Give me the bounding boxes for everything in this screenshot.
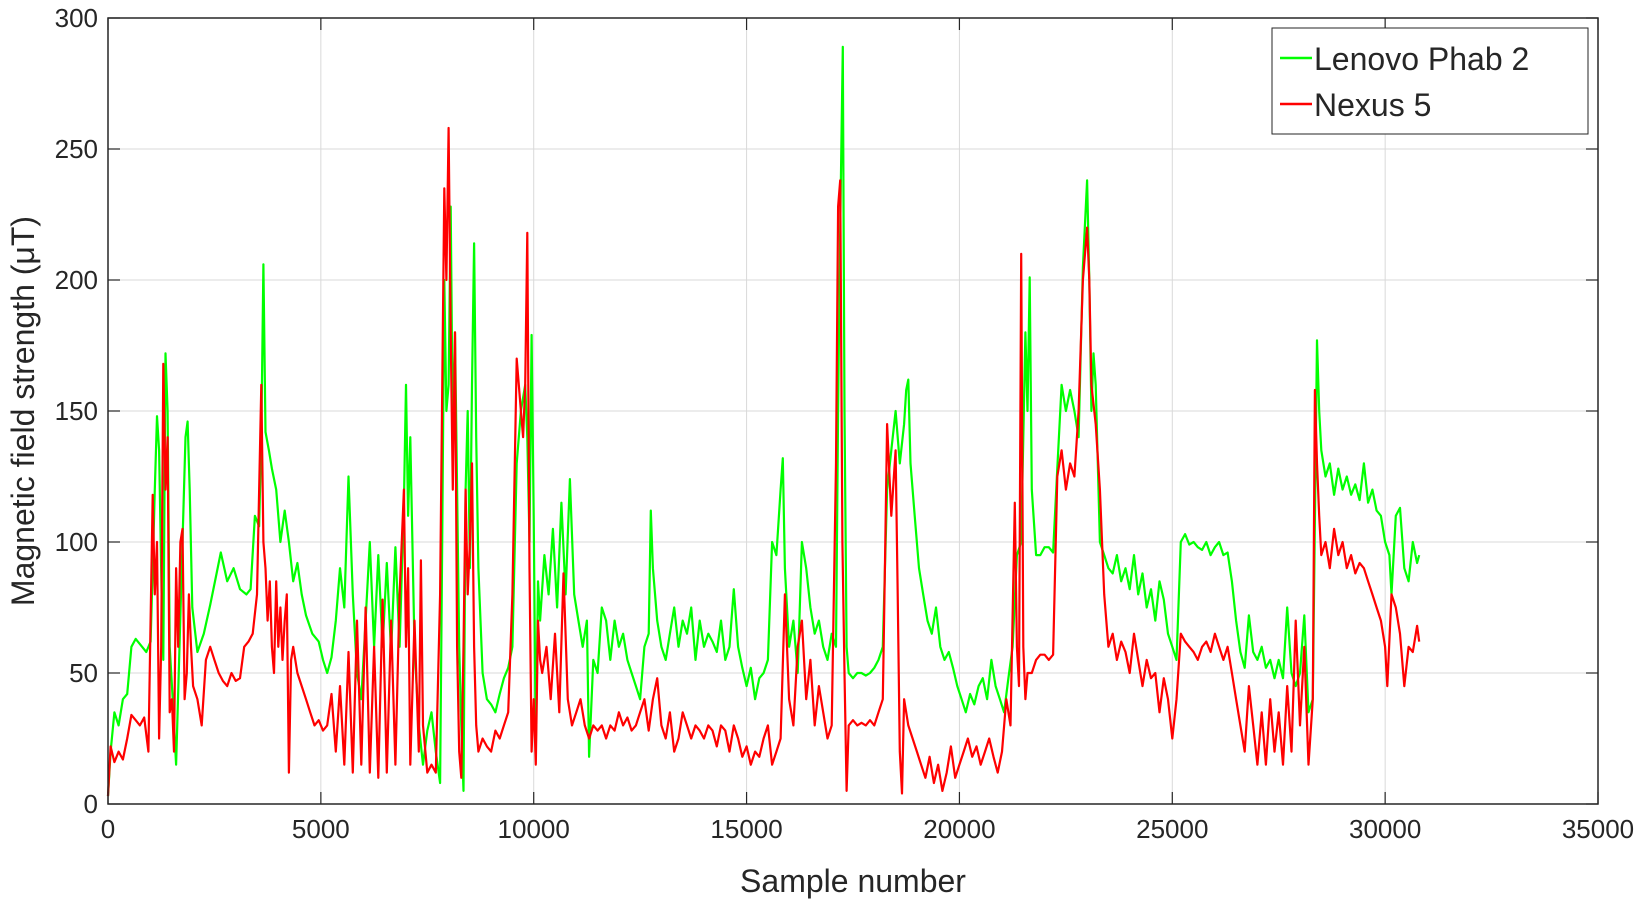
x-axis-title: Sample number xyxy=(740,863,966,899)
series-line-nexus-5 xyxy=(106,126,1421,797)
x-tick-label: 10000 xyxy=(498,814,570,844)
legend-label-lenovo: Lenovo Phab 2 xyxy=(1314,41,1529,77)
legend: Lenovo Phab 2 Nexus 5 xyxy=(1271,27,1589,135)
y-tick-label: 0 xyxy=(84,789,98,819)
x-tick-label: 35000 xyxy=(1562,814,1634,844)
y-tick-label: 50 xyxy=(69,658,98,688)
y-axis: 0 50 100 150 200 250 300 xyxy=(55,3,1598,819)
x-tick-label: 30000 xyxy=(1349,814,1421,844)
legend-box xyxy=(1271,27,1589,135)
y-tick-label: 250 xyxy=(55,134,98,164)
y-tick-label: 200 xyxy=(55,265,98,295)
series-layer xyxy=(106,45,1421,797)
y-axis-title: Magnetic field strength (μT) xyxy=(5,216,41,606)
gridlines xyxy=(108,18,1598,804)
x-axis: 0 5000 10000 15000 20000 25000 30000 35000 xyxy=(101,18,1634,844)
y-tick-label: 300 xyxy=(55,3,98,33)
x-tick-label: 25000 xyxy=(1136,814,1208,844)
y-tick-label: 150 xyxy=(55,396,98,426)
x-tick-label: 5000 xyxy=(292,814,350,844)
legend-label-nexus: Nexus 5 xyxy=(1314,87,1431,123)
series-line-lenovo-phab-2 xyxy=(106,45,1421,797)
x-tick-label: 0 xyxy=(101,814,115,844)
y-tick-label: 100 xyxy=(55,527,98,557)
x-tick-label: 20000 xyxy=(923,814,995,844)
x-tick-label: 15000 xyxy=(710,814,782,844)
